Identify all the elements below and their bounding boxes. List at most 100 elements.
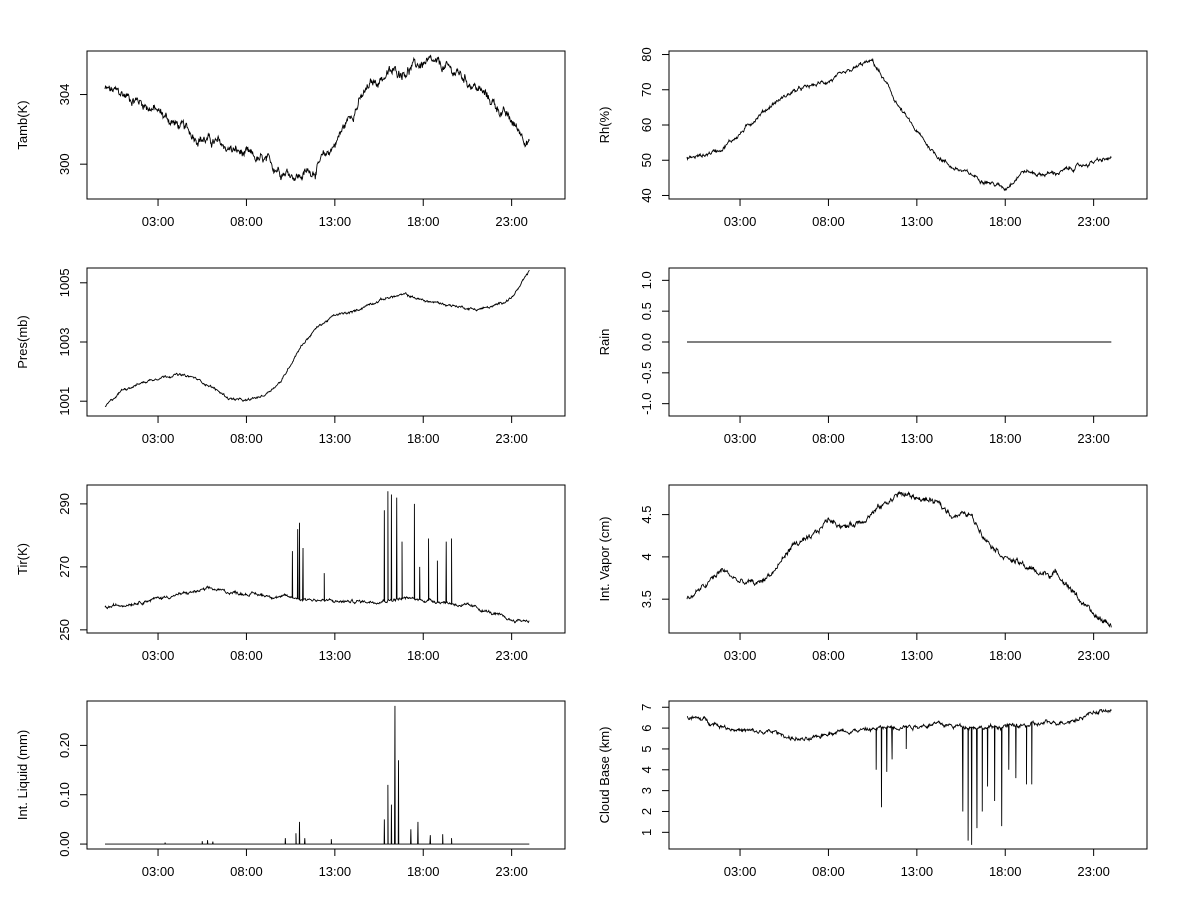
x-tick-label: 18:00 [407,648,440,663]
y-tick-label: 290 [57,493,72,515]
y-tick-label: 270 [57,556,72,578]
series-line-liquid [105,705,530,845]
y-tick-label: 1001 [57,387,72,416]
y-tick-label: 50 [639,153,654,167]
x-tick-label: 18:00 [989,214,1022,229]
y-axis-label: Pres(mb) [15,315,30,368]
x-tick-label: 13:00 [319,214,352,229]
plot-frame-tir [86,484,566,634]
y-tick-label: 0.10 [57,782,72,807]
x-tick-label: 03:00 [724,214,757,229]
panel-pres: 03:00 08:00 13:00 18:00 23:00 1001 1003 1005 Pre… [15,267,566,446]
x-tick-label: 03:00 [724,864,757,879]
y-tick-label: 0.00 [57,831,72,856]
y-tick-label: 3.5 [639,590,654,608]
x-tick-label: 03:00 [142,648,175,663]
y-tick-label: 7 [639,704,654,711]
y-tick-label: 80 [639,47,654,61]
series-line-tir [104,491,530,624]
y-tick-label: 304 [57,84,72,106]
y-tick-label: 60 [639,118,654,132]
y-tick-label: 40 [639,188,654,202]
x-tick-label: 08:00 [812,864,845,879]
panel-liquid: 03:00 08:00 13:00 18:00 23:00 0.00 0.10 0.20 Int… [15,700,566,879]
x-tick-label: 18:00 [407,431,440,446]
y-tick-label: 3 [639,787,654,794]
x-tick-label: 03:00 [142,431,175,446]
x-tick-label: 18:00 [407,864,440,879]
x-tick-label: 08:00 [230,648,263,663]
y-axis-label: Int. Liquid (mm) [15,730,30,820]
y-tick-label: 300 [57,153,72,175]
y-tick-label: 0.20 [57,733,72,758]
panel-cloudbase: 03:00 08:00 13:00 18:00 23:00 1 2 3 4 5 6 7 Cloud Ba… [597,700,1148,879]
x-tick-label: 08:00 [812,431,845,446]
y-tick-label: 1.0 [639,271,654,289]
series-line-cloudbase [686,708,1112,845]
plot-frame-vapor [668,484,1148,634]
x-tick-label: 13:00 [319,864,352,879]
y-tick-label: 70 [639,83,654,97]
x-tick-label: 08:00 [230,214,263,229]
plot-frame-cloudbase [668,700,1148,850]
x-tick-label: 03:00 [724,431,757,446]
y-axis-label: Int. Vapor (cm) [597,516,612,601]
y-tick-label: 6 [639,724,654,731]
x-tick-label: 18:00 [989,431,1022,446]
x-tick-label: 13:00 [901,431,934,446]
x-tick-label: 08:00 [812,648,845,663]
x-tick-label: 03:00 [724,648,757,663]
x-tick-label: 23:00 [1077,864,1110,879]
panel-tamb: 03:00 08:00 13:00 18:00 23:00 300 304 Tamb(K) [15,50,566,229]
series-line-vapor [686,490,1112,628]
y-tick-label: -0.5 [639,362,654,384]
y-tick-label: 1005 [57,268,72,297]
y-tick-label: 1003 [57,328,72,357]
series-line-rh [686,57,1112,192]
y-tick-label: 2 [639,808,654,815]
y-tick-label: -1.0 [639,392,654,414]
panel-rain: 03:00 08:00 13:00 18:00 23:00 -1.0 -0.5 0.0 0.5 1… [597,267,1148,446]
x-tick-label: 23:00 [495,648,528,663]
x-tick-label: 13:00 [319,431,352,446]
y-tick-label: 4 [639,766,654,773]
panel-tir: 03:00 08:00 13:00 18:00 23:00 250 270 290 Tir(K) [15,484,566,663]
x-tick-label: 23:00 [1077,431,1110,446]
x-tick-label: 13:00 [901,648,934,663]
x-tick-label: 23:00 [1077,214,1110,229]
plot-frame-rh [668,50,1148,200]
x-tick-label: 08:00 [812,214,845,229]
y-tick-label: 1 [639,829,654,836]
y-tick-label: 5 [639,745,654,752]
x-tick-label: 03:00 [142,214,175,229]
panel-rh: 03:00 08:00 13:00 18:00 23:00 40 50 60 70 80 Rh(%) [597,47,1148,229]
x-tick-label: 23:00 [495,214,528,229]
x-tick-label: 23:00 [495,431,528,446]
y-axis-label: Rh(%) [597,107,612,144]
y-axis-label: Tamb(K) [15,100,30,149]
x-tick-label: 08:00 [230,431,263,446]
y-tick-label: 0.0 [639,333,654,351]
x-tick-label: 18:00 [989,648,1022,663]
y-tick-label: 0.5 [639,302,654,320]
series-line-pres [104,269,530,407]
y-tick-label: 4.5 [639,506,654,524]
x-tick-label: 18:00 [989,864,1022,879]
x-tick-label: 23:00 [1077,648,1110,663]
y-axis-label: Cloud Base (km) [597,727,612,824]
plot-frame-tamb [86,50,566,200]
y-axis-label: Rain [597,329,612,356]
plot-frame-pres [86,267,566,417]
plot-frame-liquid [86,700,566,850]
x-tick-label: 18:00 [407,214,440,229]
x-tick-label: 23:00 [495,864,528,879]
y-axis-label: Tir(K) [15,543,30,575]
x-tick-label: 03:00 [142,864,175,879]
series-line-tamb [104,54,530,182]
y-tick-label: 4 [639,553,654,560]
x-tick-label: 13:00 [319,648,352,663]
y-tick-label: 250 [57,619,72,641]
x-tick-label: 13:00 [901,864,934,879]
